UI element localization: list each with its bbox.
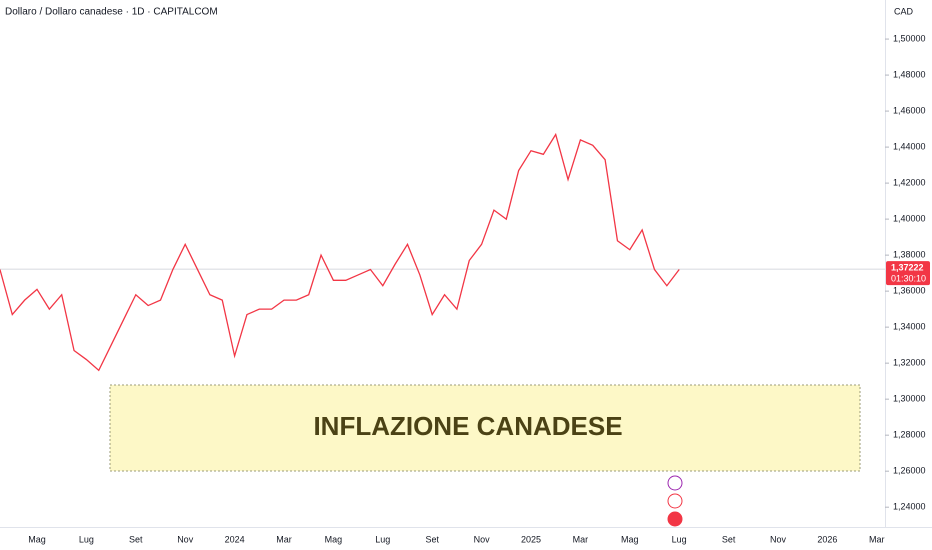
x-tick-label: Mag bbox=[28, 534, 46, 544]
x-tick-label: Mar bbox=[276, 534, 292, 544]
x-tick-label: Mar bbox=[573, 534, 589, 544]
y-tick-label: 1,34000 bbox=[893, 322, 926, 332]
x-tick-label: Set bbox=[425, 534, 439, 544]
y-tick-label: 1,36000 bbox=[893, 286, 926, 296]
last-price-box bbox=[886, 261, 930, 286]
price-line bbox=[0, 132, 680, 372]
y-axis-label: CAD bbox=[894, 6, 914, 16]
y-tick-label: 1,24000 bbox=[893, 502, 926, 512]
countdown-label: 01:30:10 bbox=[891, 274, 926, 284]
y-tick-label: 1,30000 bbox=[893, 394, 926, 404]
y-tick-label: 1,46000 bbox=[893, 105, 926, 115]
x-tick-label: Mag bbox=[325, 534, 343, 544]
chart-title: Dollaro / Dollaro canadese · 1D · CAPITA… bbox=[5, 7, 218, 18]
annotation: INFLAZIONE CANADESE bbox=[313, 411, 622, 441]
x-tick-label: Set bbox=[129, 534, 143, 544]
y-tick-label: 1,38000 bbox=[893, 250, 926, 260]
x-tick-label: Nov bbox=[474, 534, 491, 544]
event-icon[interactable] bbox=[667, 511, 683, 527]
x-tick-label: Lug bbox=[79, 534, 94, 544]
last-price-label: 1,37222 bbox=[891, 263, 924, 273]
x-tick-label: Mar bbox=[869, 534, 885, 544]
x-tick-label: Mag bbox=[621, 534, 639, 544]
y-tick-label: 1,40000 bbox=[893, 213, 926, 223]
x-tick-label: Set bbox=[722, 534, 736, 544]
y-tick-label: 1,26000 bbox=[893, 466, 926, 476]
annotation-box bbox=[109, 384, 861, 472]
event-icon[interactable] bbox=[667, 493, 683, 509]
x-tick-label: Lug bbox=[672, 534, 687, 544]
y-tick-label: 1,50000 bbox=[893, 33, 926, 43]
x-tick-label: Nov bbox=[177, 534, 194, 544]
y-tick-label: 1,28000 bbox=[893, 430, 926, 440]
x-tick-label: 2026 bbox=[817, 534, 837, 544]
x-tick-label: Lug bbox=[375, 534, 390, 544]
y-tick-label: 1,44000 bbox=[893, 141, 926, 151]
y-tick-label: 1,32000 bbox=[893, 358, 926, 368]
y-tick-label: 1,48000 bbox=[893, 69, 926, 79]
y-tick-label: 1,42000 bbox=[893, 177, 926, 187]
x-tick-label: Nov bbox=[770, 534, 787, 544]
x-tick-label: 2024 bbox=[225, 534, 245, 544]
x-tick-label: 2025 bbox=[521, 534, 541, 544]
event-icon[interactable] bbox=[667, 475, 683, 491]
